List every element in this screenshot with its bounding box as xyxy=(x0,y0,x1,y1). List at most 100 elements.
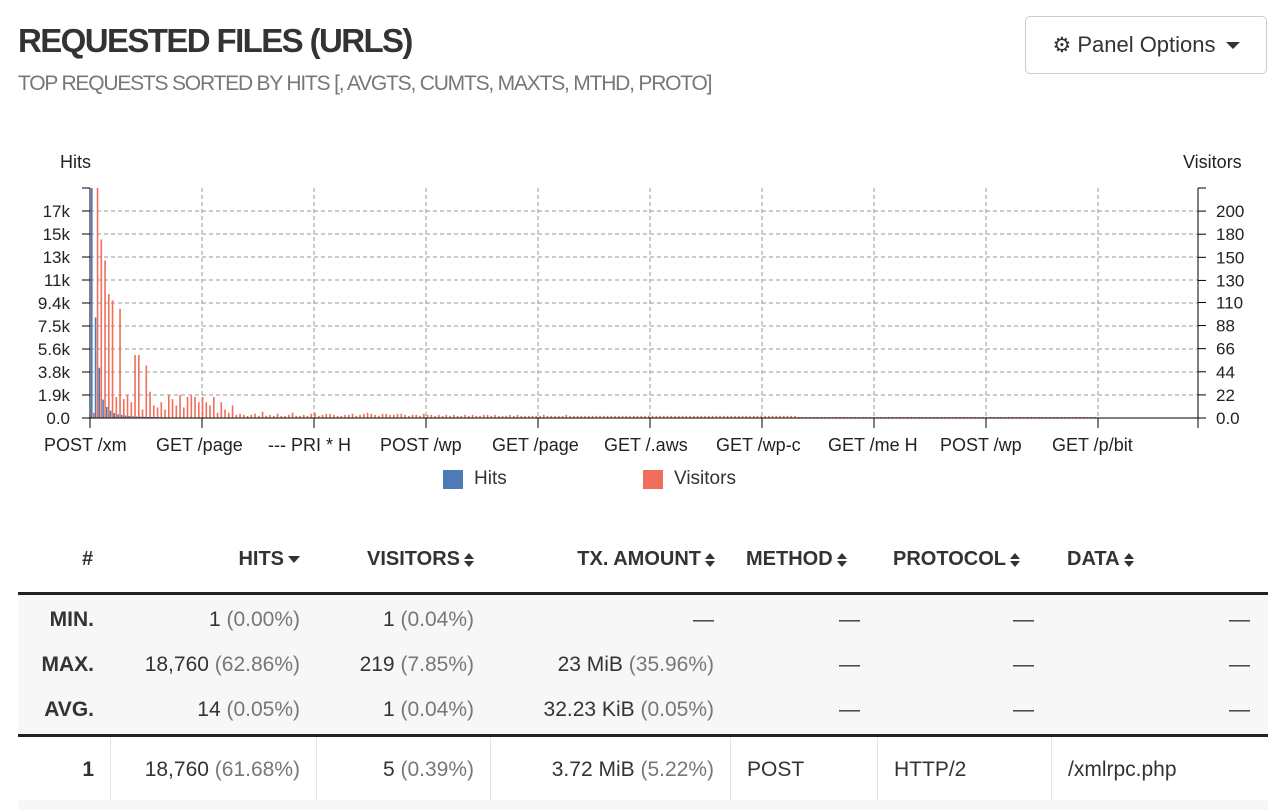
visitors-bar xyxy=(1094,416,1096,418)
col-header-hits[interactable]: HITS xyxy=(200,548,300,571)
visitors-bar xyxy=(216,412,219,418)
visitors-bar xyxy=(520,415,523,418)
legend-item-visitors[interactable]: Visitors xyxy=(643,468,736,490)
panel-subtitle: TOP REQUESTS SORTED BY HITS [, AVGTS, CU… xyxy=(18,72,713,95)
visitors-bar xyxy=(479,415,481,418)
visitors-bar xyxy=(573,415,575,418)
visitors-bar xyxy=(655,415,658,418)
visitors-bar xyxy=(509,414,511,418)
visitors-bar xyxy=(1038,416,1040,418)
visitors-bar xyxy=(291,412,294,418)
visitors-bar xyxy=(824,416,826,418)
visitors-bar xyxy=(543,414,545,418)
visitors-bar xyxy=(160,402,163,418)
visitors-bar xyxy=(498,415,500,418)
y-tick-label-right: 180 xyxy=(1216,225,1244,244)
column-divider xyxy=(316,737,317,810)
summary-min-visitors: 1 (0.04%) xyxy=(382,608,474,631)
visitors-bar xyxy=(903,416,905,418)
visitors-bar xyxy=(606,415,609,418)
visitors-bar xyxy=(771,415,774,418)
visitors-bar xyxy=(1090,416,1093,418)
visitors-bar xyxy=(408,415,410,418)
visitors-bar xyxy=(963,416,965,418)
visitors-bar xyxy=(561,415,564,418)
summary-max-hits: 18,760 (62.86%) xyxy=(144,653,300,676)
summary-avg-hits: 14 (0.05%) xyxy=(197,698,300,721)
table-header-divider xyxy=(18,592,1268,595)
visitors-bar xyxy=(396,413,399,418)
y-tick-label-right: 22 xyxy=(1216,386,1235,405)
legend-item-hits[interactable]: Hits xyxy=(443,468,507,490)
visitors-bar xyxy=(959,416,961,418)
visitors-bar xyxy=(940,416,943,418)
hits-bar xyxy=(128,416,131,418)
x-tick-label: GET /page xyxy=(156,435,243,455)
hits-visitors-chart: POST /xm GET /page --- PRI * H POST /wp GET … xyxy=(38,187,1244,455)
visitors-bar xyxy=(779,415,781,418)
visitors-bar xyxy=(633,415,635,418)
summary-avg-protocol: — xyxy=(1013,698,1034,721)
visitors-bar xyxy=(449,415,451,418)
visitors-bar xyxy=(1023,416,1025,418)
visitors-bar xyxy=(700,415,703,418)
visitors-bar xyxy=(430,414,433,418)
col-header-tx-amount[interactable]: TX. AMOUNT xyxy=(520,548,715,571)
visitors-bar xyxy=(243,414,245,418)
visitors-bar xyxy=(591,415,594,418)
col-header-method[interactable]: METHOD xyxy=(746,548,847,571)
visitors-bar xyxy=(880,416,883,418)
visitors-bar xyxy=(644,415,646,418)
row-data[interactable]: /xmlrpc.php xyxy=(1068,758,1177,781)
col-header-number: # xyxy=(82,548,94,570)
visitors-bar xyxy=(153,405,155,418)
table-row[interactable] xyxy=(18,800,1268,810)
visitors-bar xyxy=(539,415,541,418)
visitors-bar xyxy=(1075,416,1078,418)
visitors-bar xyxy=(213,396,215,418)
visitors-bar xyxy=(1053,416,1055,418)
visitors-bar xyxy=(468,415,470,418)
row-hits: 18,760 (61.68%) xyxy=(144,758,300,781)
col-header-visitors[interactable]: VISITORS xyxy=(330,548,474,571)
visitors-bar xyxy=(1086,416,1089,418)
visitors-bar xyxy=(1030,416,1033,418)
visitors-bar xyxy=(524,415,526,418)
legend-label-visitors: Visitors xyxy=(674,468,736,489)
visitors-bar xyxy=(850,416,853,418)
visitors-bar xyxy=(209,405,211,418)
row-visitors: 5 (0.39%) xyxy=(382,758,474,781)
visitors-bar xyxy=(119,308,121,418)
visitors-bar xyxy=(194,396,196,418)
visitors-bar xyxy=(753,415,755,418)
summary-max-data: — xyxy=(1229,653,1250,676)
col-header-data[interactable]: DATA xyxy=(1067,548,1134,571)
visitors-bar xyxy=(745,415,748,418)
visitors-bar xyxy=(175,405,178,418)
row-method: POST xyxy=(747,758,805,781)
visitors-bar xyxy=(944,416,946,418)
left-axis-title: Hits xyxy=(60,152,91,172)
visitors-bar xyxy=(648,415,650,418)
gear-icon: ⚙ xyxy=(1052,33,1072,57)
row-tx-amount: 3.72 MiB (5.22%) xyxy=(551,758,714,781)
sort-icon xyxy=(1009,552,1020,567)
summary-max-tx: 23 MiB (35.96%) xyxy=(557,653,714,676)
panel-options-button[interactable]: ⚙ Panel Options xyxy=(1025,16,1267,74)
visitors-bar xyxy=(100,239,103,418)
summary-label-min: MIN. xyxy=(49,608,94,631)
visitors-bar xyxy=(490,415,493,418)
y-tick-label-left: 5.6k xyxy=(38,340,71,359)
visitors-bar xyxy=(336,415,339,418)
legend-swatch-hits xyxy=(443,469,463,489)
col-header-protocol[interactable]: PROTOCOL xyxy=(893,548,1020,571)
visitors-bar xyxy=(111,300,114,418)
visitors-bar xyxy=(483,414,485,418)
panel-title: REQUESTED FILES (URLS) xyxy=(18,22,413,59)
hits-bar xyxy=(94,317,97,418)
visitors-bar xyxy=(723,415,725,418)
visitors-bar xyxy=(760,415,763,418)
visitors-bar xyxy=(471,414,474,418)
visitors-bar xyxy=(486,414,489,418)
visitors-bar xyxy=(513,415,515,418)
